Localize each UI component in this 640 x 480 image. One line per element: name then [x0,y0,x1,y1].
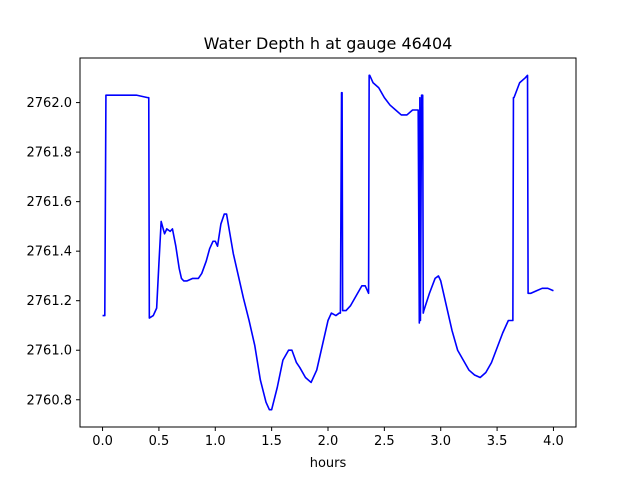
y-tick-label: 2761.4 [27,245,73,260]
x-tick-label: 3.5 [487,434,508,449]
series-line-0 [102,74,554,411]
y-tick-label: 2761.0 [27,344,73,359]
y-tick-label: 2761.2 [27,294,73,309]
y-tick-label: 2762.0 [27,96,73,111]
x-tick-label: 0.0 [92,434,113,449]
x-tick-label: 1.5 [261,434,282,449]
x-tick-label: 4.0 [543,434,564,449]
series-layer [102,74,554,411]
y-tick-label: 2760.8 [27,393,73,408]
x-tick-label: 1.0 [205,434,226,449]
y-tick-label: 2761.8 [27,146,73,161]
x-axis: 0.0 0.5 1.0 1.5 2.0 2.5 3.0 3.5 4.0 [92,427,564,449]
x-tick-label: 2.0 [318,434,339,449]
x-tick-label: 0.5 [149,434,170,449]
x-axis-label: hours [310,456,347,471]
x-tick-label: 3.0 [430,434,451,449]
chart-title: Water Depth h at gauge 46404 [204,34,453,53]
y-tick-label: 2761.6 [27,195,73,210]
x-tick-label: 2.5 [374,434,395,449]
y-axis: 2760.8 2761.0 2761.2 2761.4 2761.6 2761.8 2762… [27,96,80,408]
